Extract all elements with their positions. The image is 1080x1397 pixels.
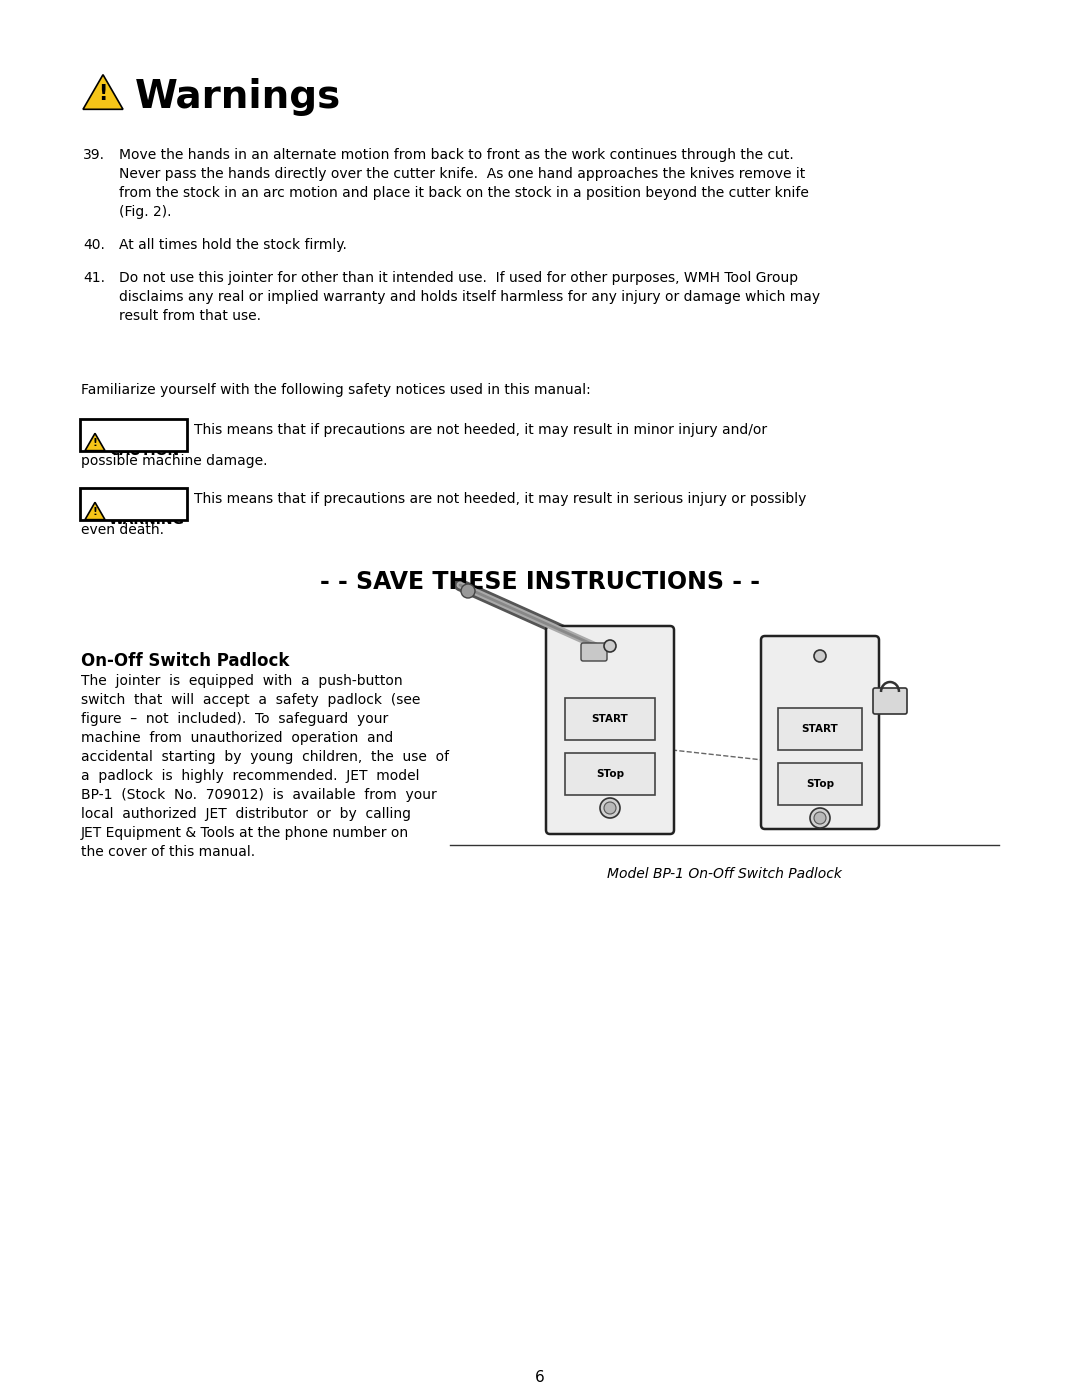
Text: 41.: 41. [83, 271, 105, 285]
Text: result from that use.: result from that use. [119, 309, 261, 323]
FancyBboxPatch shape [761, 636, 879, 828]
Text: This means that if precautions are not heeded, it may result in serious injury o: This means that if precautions are not h… [194, 492, 807, 506]
Text: - - SAVE THESE INSTRUCTIONS - -: - - SAVE THESE INSTRUCTIONS - - [320, 570, 760, 594]
Polygon shape [85, 503, 105, 520]
Text: 40.: 40. [83, 237, 105, 251]
FancyBboxPatch shape [779, 763, 862, 805]
Text: even death.: even death. [81, 522, 164, 536]
Text: accidental  starting  by  young  children,  the  use  of: accidental starting by young children, t… [81, 750, 449, 764]
Text: At all times hold the stock firmly.: At all times hold the stock firmly. [119, 237, 347, 251]
Circle shape [814, 812, 826, 824]
Text: local  authorized  JET  distributor  or  by  calling: local authorized JET distributor or by c… [81, 807, 411, 821]
Text: possible machine damage.: possible machine damage. [81, 454, 268, 468]
Text: START: START [801, 724, 838, 733]
Text: The  jointer  is  equipped  with  a  push-button: The jointer is equipped with a push-butt… [81, 673, 403, 687]
FancyBboxPatch shape [565, 698, 656, 740]
Text: JET Equipment & Tools at the phone number on: JET Equipment & Tools at the phone numbe… [81, 826, 409, 840]
Polygon shape [85, 433, 105, 451]
Text: !: ! [93, 507, 97, 517]
Text: figure  –  not  included).  To  safeguard  your: figure – not included). To safeguard you… [81, 712, 388, 726]
FancyBboxPatch shape [80, 488, 187, 520]
Text: BP-1  (Stock  No.  709012)  is  available  from  your: BP-1 (Stock No. 709012) is available fro… [81, 788, 436, 802]
Text: Move the hands in an alternate motion from back to front as the work continues t: Move the hands in an alternate motion fr… [119, 148, 794, 162]
Circle shape [600, 798, 620, 819]
Text: Warnings: Warnings [135, 78, 341, 116]
FancyBboxPatch shape [80, 419, 187, 451]
Circle shape [461, 584, 475, 598]
Text: a  padlock  is  highly  recommended.  JET  model: a padlock is highly recommended. JET mod… [81, 768, 419, 782]
Text: On-Off Switch Padlock: On-Off Switch Padlock [81, 652, 289, 671]
Text: Familiarize yourself with the following safety notices used in this manual:: Familiarize yourself with the following … [81, 383, 591, 397]
Text: !: ! [93, 437, 97, 448]
Text: 39.: 39. [83, 148, 105, 162]
FancyBboxPatch shape [581, 643, 607, 661]
Text: !: ! [98, 84, 108, 103]
Text: This means that if precautions are not heeded, it may result in minor injury and: This means that if precautions are not h… [194, 423, 767, 437]
FancyBboxPatch shape [779, 708, 862, 750]
Text: 6: 6 [535, 1370, 545, 1384]
Circle shape [814, 650, 826, 662]
FancyBboxPatch shape [873, 687, 907, 714]
Text: STop: STop [596, 768, 624, 780]
FancyBboxPatch shape [565, 753, 656, 795]
Text: Do not use this jointer for other than it intended use.  If used for other purpo: Do not use this jointer for other than i… [119, 271, 798, 285]
Text: from the stock in an arc motion and place it back on the stock in a position bey: from the stock in an arc motion and plac… [119, 186, 809, 200]
Polygon shape [83, 74, 123, 109]
Circle shape [604, 640, 616, 652]
Text: Never pass the hands directly over the cutter knife.  As one hand approaches the: Never pass the hands directly over the c… [119, 168, 806, 182]
Text: WARNING: WARNING [109, 513, 185, 527]
Text: START: START [592, 714, 629, 724]
Text: CAUTION: CAUTION [109, 444, 179, 458]
Text: switch  that  will  accept  a  safety  padlock  (see: switch that will accept a safety padlock… [81, 693, 420, 707]
Circle shape [604, 802, 616, 814]
Circle shape [810, 807, 831, 828]
Text: machine  from  unauthorized  operation  and: machine from unauthorized operation and [81, 731, 393, 745]
Text: the cover of this manual.: the cover of this manual. [81, 845, 255, 859]
FancyBboxPatch shape [546, 626, 674, 834]
Text: STop: STop [806, 780, 834, 789]
Text: disclaims any real or implied warranty and holds itself harmless for any injury : disclaims any real or implied warranty a… [119, 291, 820, 305]
Text: (Fig. 2).: (Fig. 2). [119, 205, 172, 219]
Text: Model BP-1 On-Off Switch Padlock: Model BP-1 On-Off Switch Padlock [607, 868, 842, 882]
